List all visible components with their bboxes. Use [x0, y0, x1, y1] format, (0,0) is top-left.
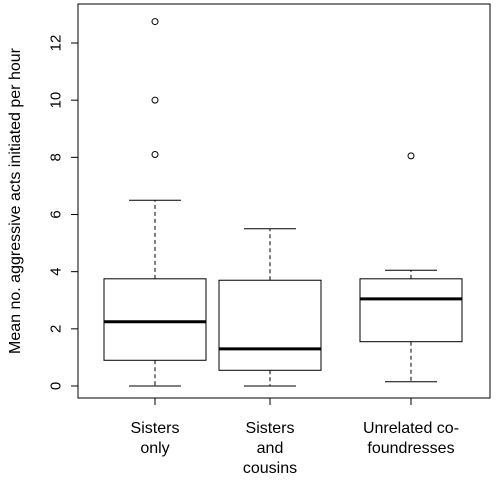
- y-axis: 0 2 4 6 8 10 12: [48, 35, 78, 390]
- x-category-label-line: cousins: [243, 460, 297, 477]
- x-category-label: Unrelated co-foundresses: [363, 420, 459, 457]
- y-tick-label: 8: [48, 153, 65, 161]
- outlier-point: [407, 152, 415, 160]
- box-group: [359, 152, 463, 383]
- x-category-label-line: Unrelated co-: [363, 420, 459, 437]
- outlier-point: [151, 96, 159, 104]
- boxes: [103, 18, 463, 387]
- y-axis-title: Mean no. aggressive acts initiated per h…: [7, 47, 24, 354]
- box-iqr: [218, 279, 322, 371]
- y-tick-label: 4: [48, 267, 65, 275]
- x-axis: Sisters only Sisters and cousins Unrelated co…: [131, 398, 459, 477]
- plot-frame: [77, 3, 491, 399]
- y-tick-label: 6: [48, 210, 65, 218]
- x-category-label: Sisters and cousins: [243, 420, 297, 477]
- x-category-label-line: foundresses: [367, 440, 454, 457]
- box-group: [103, 18, 207, 387]
- x-category-label-line: Sisters: [131, 420, 180, 437]
- y-tick-label: 10: [48, 92, 65, 109]
- outlier-point: [151, 18, 159, 26]
- x-category-label-line: only: [140, 440, 169, 457]
- x-category-label-line: Sisters: [246, 420, 295, 437]
- y-tick-label: 2: [48, 325, 65, 333]
- y-tick-label: 12: [48, 35, 65, 52]
- y-tick-label: 0: [48, 382, 65, 390]
- box-iqr: [359, 278, 463, 343]
- box-group: [218, 228, 322, 387]
- outlier-point: [151, 150, 159, 158]
- x-category-label: Sisters only: [131, 420, 180, 457]
- box-iqr: [103, 278, 207, 361]
- x-category-label-line: and: [257, 440, 284, 457]
